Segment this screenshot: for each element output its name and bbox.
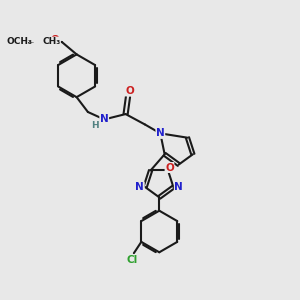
- Text: CH₃: CH₃: [43, 37, 61, 46]
- Text: N: N: [174, 182, 183, 192]
- Text: O: O: [165, 163, 174, 172]
- Text: N: N: [100, 114, 109, 124]
- Text: N: N: [136, 182, 144, 192]
- Text: O: O: [125, 86, 134, 96]
- Text: OCH₃: OCH₃: [7, 38, 33, 46]
- Text: methoxy: methoxy: [28, 41, 35, 43]
- Text: N: N: [156, 128, 165, 138]
- Text: H: H: [91, 122, 98, 130]
- Text: Cl: Cl: [127, 255, 138, 265]
- Text: O: O: [51, 35, 60, 45]
